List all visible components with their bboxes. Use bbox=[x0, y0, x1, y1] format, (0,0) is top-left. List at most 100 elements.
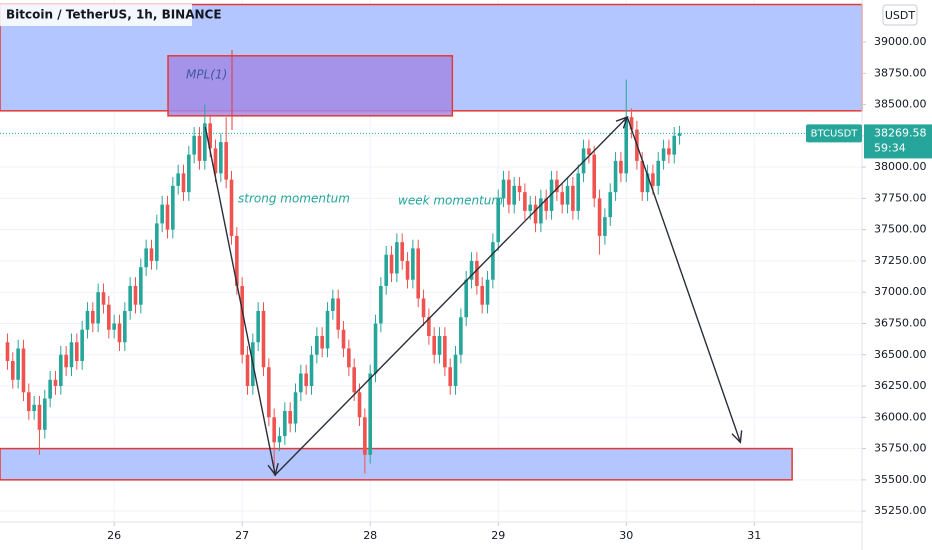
candle-body bbox=[656, 160, 661, 186]
currency-box[interactable] bbox=[882, 4, 918, 26]
candle-body bbox=[661, 148, 666, 161]
y-tick-label: 37750.00 bbox=[874, 191, 927, 204]
candle-body bbox=[357, 392, 362, 418]
candle-body bbox=[491, 242, 495, 280]
candle-body bbox=[677, 133, 682, 136]
candle-body bbox=[485, 279, 490, 305]
candle-body bbox=[373, 323, 378, 374]
x-tick-label: 29 bbox=[491, 529, 505, 542]
candle-body bbox=[336, 298, 340, 330]
candle-body bbox=[133, 285, 138, 305]
candle-body bbox=[341, 329, 346, 349]
candle-body bbox=[48, 379, 52, 399]
candle-body bbox=[21, 348, 26, 393]
candle-body bbox=[85, 310, 90, 330]
candle-body bbox=[283, 411, 287, 437]
candle-body bbox=[5, 342, 10, 362]
candle-body bbox=[613, 160, 618, 193]
candle-body bbox=[160, 204, 164, 224]
price-label: 38269.58 bbox=[874, 126, 927, 139]
candle-body bbox=[197, 135, 202, 161]
candle-body bbox=[400, 242, 404, 261]
candle-body bbox=[75, 342, 79, 362]
candle-body bbox=[315, 335, 319, 355]
candle-body bbox=[277, 436, 282, 443]
y-tick-label: 35500.00 bbox=[874, 473, 927, 486]
y-tick-label: 36750.00 bbox=[874, 316, 927, 329]
price-zone bbox=[167, 55, 454, 117]
candle-body bbox=[64, 354, 68, 368]
candle-body bbox=[192, 135, 196, 155]
candle-body bbox=[629, 117, 634, 130]
candle-body bbox=[459, 317, 463, 355]
candle-body bbox=[43, 398, 47, 430]
price-box bbox=[864, 124, 932, 159]
candle-body bbox=[91, 310, 95, 324]
candle-body bbox=[555, 179, 559, 193]
candle-body bbox=[453, 354, 458, 387]
candle-body bbox=[267, 367, 271, 418]
candle-body bbox=[229, 179, 234, 236]
candle-body bbox=[368, 373, 372, 455]
countdown-label: 59:34 bbox=[874, 141, 906, 154]
candle-body bbox=[533, 204, 538, 224]
x-tick-label: 27 bbox=[235, 529, 249, 542]
candle-body bbox=[117, 323, 122, 343]
candle-body bbox=[528, 204, 533, 211]
candle-body bbox=[213, 148, 218, 174]
candle-body bbox=[667, 148, 671, 155]
candle-body bbox=[512, 185, 517, 205]
candle-body bbox=[624, 117, 629, 174]
candle-body bbox=[139, 267, 143, 305]
arrow bbox=[204, 126, 276, 475]
candle-body bbox=[123, 310, 127, 343]
y-tick-label: 38750.00 bbox=[874, 66, 927, 79]
candle-body bbox=[224, 142, 228, 180]
chart-title: Bitcoin / TetherUS, 1h, BINANCE bbox=[6, 8, 222, 22]
candle-body bbox=[304, 373, 308, 387]
candle-body bbox=[256, 310, 260, 343]
candle-body bbox=[293, 392, 298, 424]
candle-body bbox=[619, 160, 623, 174]
candle-body bbox=[549, 179, 554, 211]
candle-body bbox=[405, 260, 410, 280]
plot-area: MPL(1) strong momentum week momentum bbox=[0, 0, 863, 522]
candle-body bbox=[165, 204, 170, 230]
candle-body bbox=[144, 248, 148, 268]
y-tick-label: 37500.00 bbox=[874, 223, 927, 236]
candle-body bbox=[149, 248, 154, 261]
y-tick-label: 36250.00 bbox=[874, 379, 927, 392]
candle-body bbox=[272, 417, 276, 443]
candle-body bbox=[421, 298, 426, 318]
candle-body bbox=[171, 185, 175, 230]
candle-body bbox=[539, 198, 543, 224]
candle-body bbox=[571, 185, 575, 211]
candle-body bbox=[331, 298, 335, 311]
candle-body bbox=[437, 335, 442, 355]
candle-body bbox=[395, 242, 399, 274]
candle-body bbox=[325, 310, 330, 349]
candle-body bbox=[603, 217, 607, 236]
candle-body bbox=[11, 361, 15, 380]
candle-body bbox=[107, 304, 111, 330]
candle-body bbox=[181, 173, 186, 193]
candle-body bbox=[469, 260, 474, 280]
annotation: MPL(1) bbox=[186, 68, 227, 82]
y-tick-label: 36500.00 bbox=[874, 348, 927, 361]
candle-body bbox=[101, 292, 106, 305]
candle-body bbox=[37, 404, 42, 430]
y-tick-label: 38500.00 bbox=[874, 98, 927, 111]
candle-body bbox=[651, 173, 655, 186]
symbol-label: BTCUSDT bbox=[811, 128, 859, 139]
candle-body bbox=[155, 223, 159, 261]
candle-body bbox=[517, 185, 522, 193]
y-tick-label: 37000.00 bbox=[874, 285, 927, 298]
candle-body bbox=[245, 354, 250, 387]
candle-body bbox=[187, 154, 191, 193]
candle-body bbox=[411, 248, 415, 280]
candle-body bbox=[640, 160, 645, 193]
candle-body bbox=[261, 310, 266, 368]
candle-body bbox=[501, 179, 506, 199]
y-tick-label: 39000.00 bbox=[874, 35, 927, 48]
candle-body bbox=[565, 185, 570, 205]
